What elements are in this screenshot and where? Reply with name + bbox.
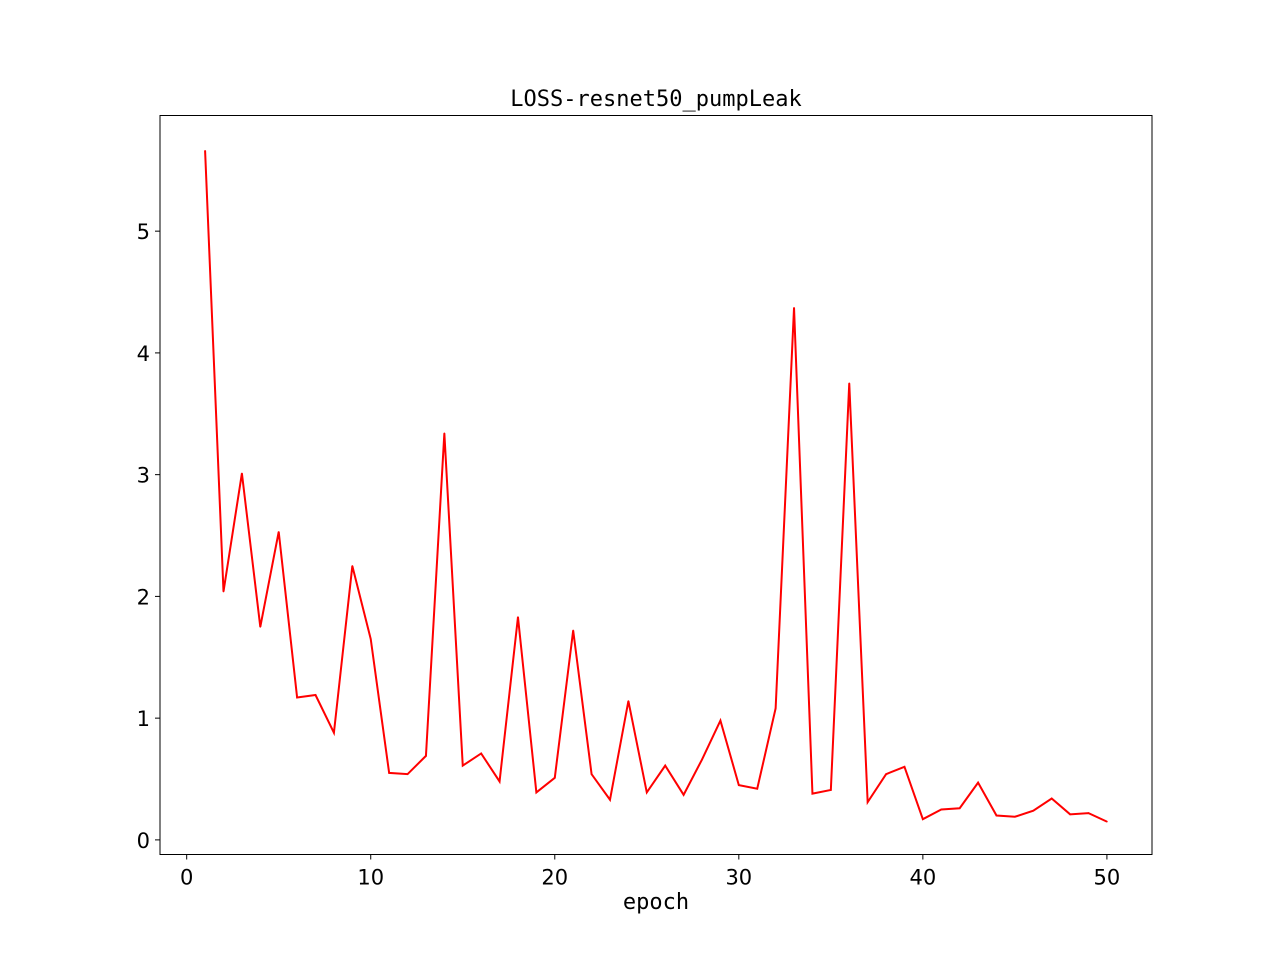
y-tick-label: 1 xyxy=(137,707,150,731)
data-point-epoch-2 xyxy=(222,590,225,593)
data-point-epoch-32 xyxy=(774,707,777,710)
data-point-epoch-44 xyxy=(995,814,998,817)
y-tick-label: 0 xyxy=(137,829,150,853)
data-point-epoch-8 xyxy=(333,731,335,734)
data-point-epoch-24 xyxy=(627,700,630,702)
data-point-epoch-11 xyxy=(388,772,390,774)
data-point-epoch-17 xyxy=(498,780,501,783)
data-point-epoch-20 xyxy=(553,776,556,779)
data-point-epoch-14 xyxy=(443,432,446,435)
data-point-epoch-33 xyxy=(793,307,795,309)
data-point-epoch-39 xyxy=(903,766,906,768)
x-tick-label: 0 xyxy=(180,866,193,890)
data-point-epoch-9 xyxy=(351,565,354,567)
data-point-epoch-25 xyxy=(645,791,648,794)
data-point-epoch-40 xyxy=(922,818,924,820)
data-point-epoch-12 xyxy=(406,773,409,775)
loss-series-line xyxy=(204,150,1108,823)
data-point-epoch-15 xyxy=(461,764,464,767)
data-point-epoch-3 xyxy=(241,472,243,475)
data-point-epoch-31 xyxy=(756,787,759,790)
data-point-epoch-47 xyxy=(1050,797,1053,800)
y-tick-label: 5 xyxy=(137,220,150,244)
data-point-epoch-34 xyxy=(811,792,814,795)
loss-data-points xyxy=(204,150,1108,823)
data-point-epoch-13 xyxy=(425,755,427,757)
y-axis-ticks: 0 1 2 3 4 5 xyxy=(137,220,160,853)
data-point-epoch-48 xyxy=(1069,813,1071,816)
data-point-epoch-50 xyxy=(1106,820,1108,823)
x-tick-label: 50 xyxy=(1094,866,1121,890)
data-point-epoch-30 xyxy=(738,784,740,786)
x-tick-label: 40 xyxy=(909,866,936,890)
data-point-epoch-36 xyxy=(848,382,851,385)
data-point-epoch-35 xyxy=(830,789,832,791)
data-point-epoch-42 xyxy=(958,807,961,810)
x-tick-label: 30 xyxy=(725,866,752,890)
x-axis-ticks: 0 10 20 30 40 50 xyxy=(180,854,1121,890)
y-tick-label: 4 xyxy=(137,342,150,366)
data-point-epoch-43 xyxy=(977,781,979,784)
x-axis-label: epoch xyxy=(623,890,689,915)
data-point-epoch-21 xyxy=(572,629,574,632)
data-point-epoch-4 xyxy=(259,626,262,628)
chart-title: LOSS-resnet50_pumpLeak xyxy=(510,87,801,112)
data-point-epoch-23 xyxy=(609,798,611,801)
data-point-epoch-10 xyxy=(369,638,372,640)
data-point-epoch-41 xyxy=(940,808,943,811)
data-point-epoch-7 xyxy=(314,694,317,696)
data-point-epoch-1 xyxy=(204,150,206,152)
data-point-epoch-27 xyxy=(682,794,685,796)
data-point-epoch-38 xyxy=(885,773,887,775)
data-point-epoch-49 xyxy=(1087,812,1090,814)
data-point-epoch-18 xyxy=(517,616,519,618)
plot-area-frame xyxy=(159,115,1153,855)
data-point-epoch-19 xyxy=(535,791,538,794)
data-point-epoch-45 xyxy=(1014,815,1016,818)
x-tick-label: 20 xyxy=(541,866,568,890)
data-point-epoch-46 xyxy=(1032,809,1035,812)
x-tick-label: 10 xyxy=(357,866,384,890)
y-tick-label: 3 xyxy=(137,464,150,488)
data-point-epoch-37 xyxy=(866,801,869,803)
data-point-epoch-26 xyxy=(664,764,667,767)
data-point-epoch-16 xyxy=(480,752,482,755)
data-point-epoch-28 xyxy=(701,758,703,761)
y-tick-label: 2 xyxy=(137,585,150,609)
data-point-epoch-22 xyxy=(590,773,593,775)
data-point-epoch-6 xyxy=(296,696,298,699)
data-point-epoch-29 xyxy=(719,719,722,722)
data-point-epoch-5 xyxy=(277,531,280,533)
